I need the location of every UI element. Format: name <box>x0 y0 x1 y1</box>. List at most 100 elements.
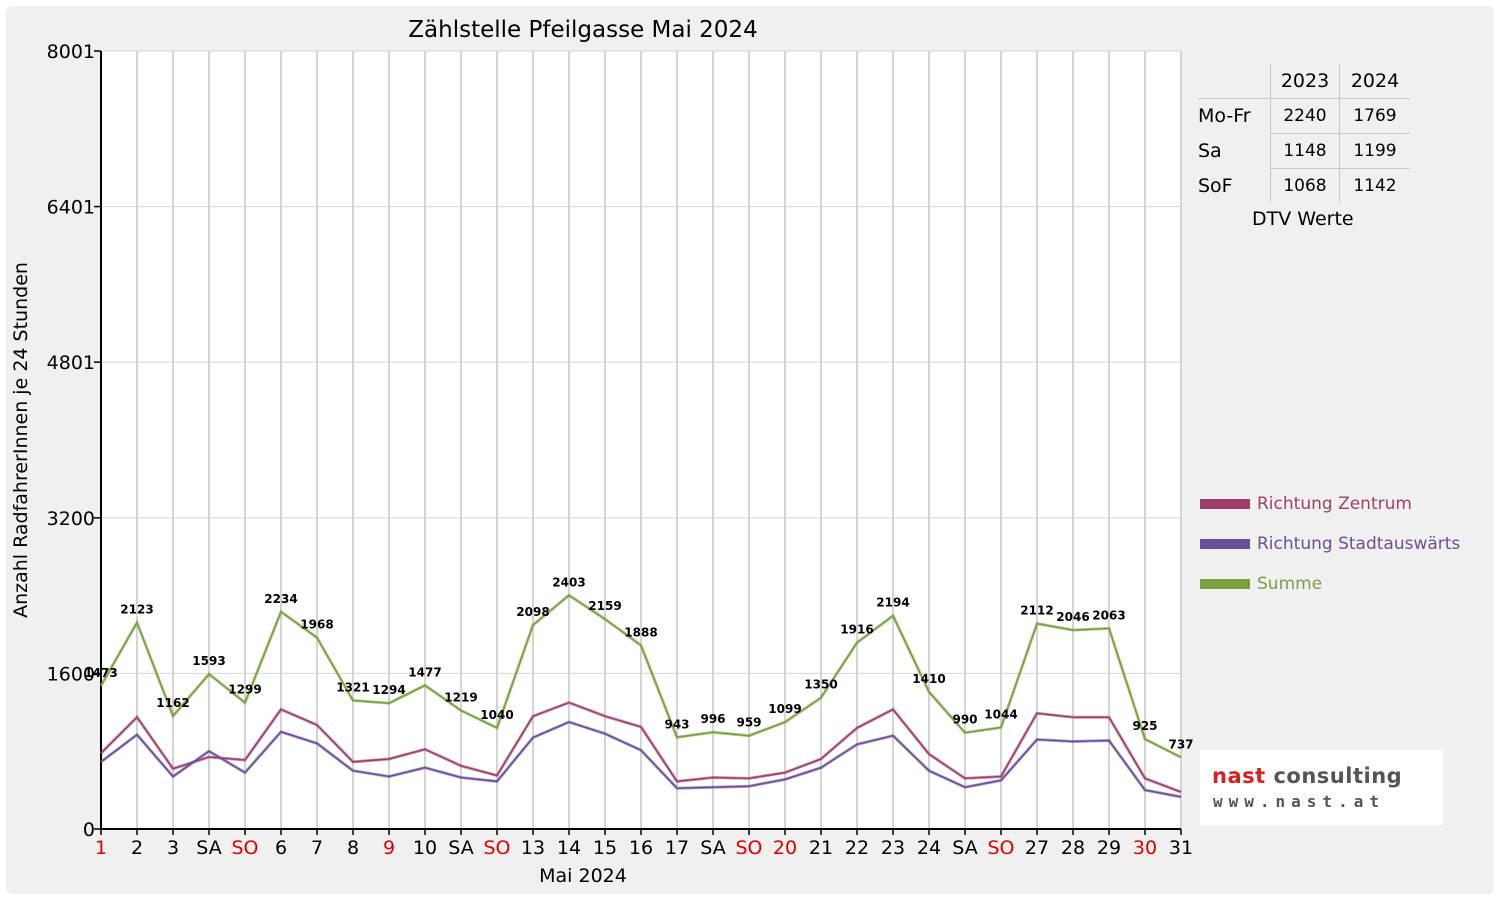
data-label: 2123 <box>120 603 153 617</box>
data-label: 2098 <box>516 605 549 619</box>
dtv-header-2024: 2024 <box>1339 64 1410 99</box>
x-tick-label: 3 <box>167 837 179 859</box>
logo-wordmark: nast consulting <box>1212 764 1402 788</box>
dtv-value: 1068 <box>1270 168 1340 203</box>
data-label: 2403 <box>552 575 585 589</box>
x-tick-label: 30 <box>1133 837 1157 859</box>
data-label: 1473 <box>84 666 117 680</box>
x-tick-label: SA <box>448 837 473 859</box>
series-lines <box>99 593 1182 799</box>
legend-item-stadtauswaerts: Richtung Stadtauswärts <box>1200 534 1460 554</box>
data-label: 2112 <box>1020 604 1053 618</box>
data-label: 1888 <box>624 625 657 639</box>
data-label: 2063 <box>1092 608 1125 622</box>
x-tick-label: 6 <box>275 837 287 859</box>
y-tick-label: 1600 <box>47 663 95 685</box>
data-label: 1350 <box>804 678 837 692</box>
data-label: 1916 <box>840 623 873 637</box>
dtv-row: Sa 1148 1199 <box>1198 133 1410 169</box>
x-tick-label: 7 <box>311 837 323 859</box>
legend-label: Richtung Stadtauswärts <box>1257 534 1461 554</box>
dtv-row: SoF 1068 1142 <box>1198 168 1410 203</box>
dtv-value: 1148 <box>1270 133 1340 169</box>
x-tick-label: 31 <box>1169 837 1193 859</box>
data-label: 2194 <box>876 596 909 610</box>
x-tick-label: 10 <box>413 837 437 859</box>
y-tick-label: 3200 <box>47 508 95 530</box>
x-tick-label: 2 <box>131 837 143 859</box>
data-label: 1410 <box>912 672 945 686</box>
data-label: 1968 <box>300 618 333 632</box>
data-label: 737 <box>1168 737 1193 751</box>
x-tick-label: 14 <box>557 837 581 859</box>
legend-item-summe: Summe <box>1200 574 1322 594</box>
x-tick-label: 15 <box>593 837 617 859</box>
x-tick-labels: 1 2 3 SA SO 6 7 8 9 10 SA SO 13 14 15 16 17 SA SO 20 21 22 23 2… <box>95 837 1193 859</box>
dtv-value: 1199 <box>1339 133 1410 169</box>
data-label: 1294 <box>372 683 405 697</box>
x-tick-label: 22 <box>845 837 869 859</box>
dtv-row-label: Sa <box>1198 140 1222 162</box>
x-tick-label: 1 <box>95 837 107 859</box>
dtv-value: 1142 <box>1339 168 1410 203</box>
x-tick-label: 9 <box>383 837 395 859</box>
y-tick-labels: 8001 6401 4801 3200 1600 0 <box>47 41 95 841</box>
dtv-value: 2240 <box>1270 98 1340 134</box>
axes <box>94 50 1182 835</box>
dtv-header-2023: 2023 <box>1270 64 1340 99</box>
x-tick-label: 24 <box>917 837 941 859</box>
dtv-header-row: 2023 2024 <box>1198 64 1410 99</box>
y-tick-label: 4801 <box>47 352 95 374</box>
x-tick-label: SO <box>231 837 258 859</box>
logo-consulting: consulting <box>1273 764 1403 788</box>
logo-nast: nast <box>1212 764 1266 788</box>
x-tick-label: 21 <box>809 837 833 859</box>
x-tick-label: 23 <box>881 837 905 859</box>
dtv-row: Mo-Fr 2240 1769 <box>1198 98 1410 134</box>
data-label: 996 <box>700 712 725 726</box>
x-tick-label: 27 <box>1025 837 1049 859</box>
x-tick-label: 13 <box>521 837 545 859</box>
x-tick-label: SO <box>987 837 1014 859</box>
data-label: 943 <box>664 717 689 731</box>
data-label: 1299 <box>228 683 261 697</box>
x-tick-label: 20 <box>773 837 797 859</box>
data-label: 2159 <box>588 599 621 613</box>
x-tick-label: 17 <box>665 837 689 859</box>
x-axis-label: Mai 2024 <box>539 865 627 887</box>
logo-url: www.nast.at <box>1213 792 1385 811</box>
series-line <box>100 594 1182 758</box>
legend-item-zentrum: Richtung Zentrum <box>1200 494 1412 514</box>
data-label: 1044 <box>984 707 1017 721</box>
x-tick-label: 8 <box>347 837 359 859</box>
x-tick-label: SA <box>952 837 977 859</box>
x-tick-label: 28 <box>1061 837 1085 859</box>
legend-label: Summe <box>1257 574 1323 594</box>
data-label: 1593 <box>192 654 225 668</box>
dtv-header-empty <box>1198 64 1271 99</box>
y-tick-label: 6401 <box>47 197 95 219</box>
series-line <box>100 701 1182 793</box>
nast-consulting-logo: nast consulting www.nast.at <box>1200 750 1443 825</box>
data-label: 1040 <box>480 708 513 722</box>
dtv-value: 1769 <box>1339 98 1410 134</box>
chart-title: Zählstelle Pfeilgasse Mai 2024 <box>408 17 757 43</box>
data-label: 2234 <box>264 592 297 606</box>
data-label: 1162 <box>156 696 189 710</box>
y-axis-label: Anzahl RadfahrerInnen je 24 Stunden <box>10 262 32 618</box>
data-label: 1219 <box>444 690 477 704</box>
data-label: 925 <box>1132 719 1157 733</box>
data-label: 990 <box>952 713 977 727</box>
x-tick-label: SA <box>196 837 221 859</box>
dtv-row-label: SoF <box>1198 174 1233 197</box>
data-label: 1321 <box>336 681 369 695</box>
grid-lines <box>101 50 1182 830</box>
x-tick-label: 16 <box>629 837 653 859</box>
dtv-row-label: Mo-Fr <box>1198 98 1271 134</box>
legend-swatch <box>1200 539 1250 549</box>
x-tick-label: SA <box>700 837 725 859</box>
x-tick-label: SO <box>735 837 762 859</box>
y-tick-label: 0 <box>83 819 95 841</box>
